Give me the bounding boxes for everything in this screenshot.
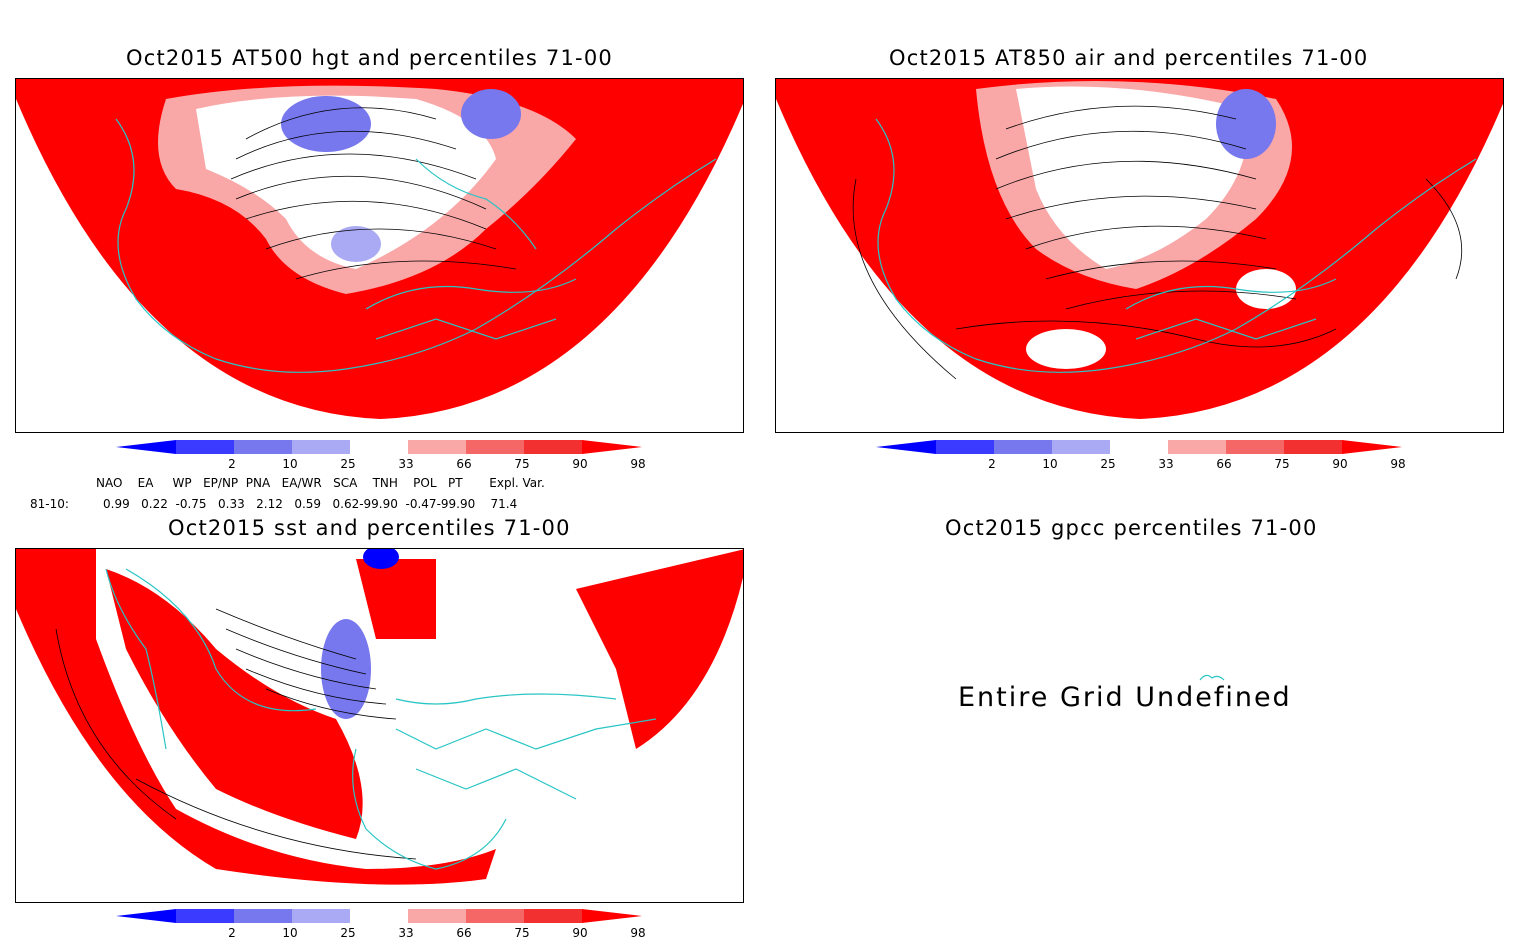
colorbar-tick-label: 25 [340, 926, 355, 939]
indices-row-label: 81-10: [30, 497, 69, 511]
colorbar-tick-label: 75 [514, 926, 529, 939]
colorbar-tick-label: 75 [514, 457, 529, 470]
colorbar-segment [176, 440, 234, 454]
colorbar-tick-label: 98 [630, 926, 645, 939]
colorbar-tick-label: 90 [1332, 457, 1347, 470]
colorbar-tick-label: 98 [1390, 457, 1405, 470]
colorbar-tick-label: 2 [228, 926, 236, 939]
colorbar-tick-label: 66 [1216, 457, 1231, 470]
colorbar-tick-label: 75 [1274, 457, 1289, 470]
indices-header: NAO EA WP EP/NP PNA EA/WR SCA TNH POL PT… [96, 476, 545, 490]
colorbar-segment [292, 909, 350, 923]
colorbar-segment [936, 440, 994, 454]
colorbar-hgt: 2 10 25 33 66 75 90 98 [116, 440, 646, 470]
colorbar-tick-label: 98 [630, 457, 645, 470]
colorbar-tick-label: 66 [456, 926, 471, 939]
colorbar-arrow-high [582, 440, 642, 454]
colorbar-segment [466, 909, 524, 923]
colorbar-segment [350, 440, 408, 454]
gpcc-undefined-message: Entire Grid Undefined [958, 682, 1292, 713]
colorbar-segment [524, 440, 582, 454]
colorbar-segment [234, 440, 292, 454]
colorbar-segment [1284, 440, 1342, 454]
colorbar-segment [234, 909, 292, 923]
colorbar-tick-label: 25 [1100, 457, 1115, 470]
colorbar-tick-label: 2 [988, 457, 996, 470]
colorbar-arrow-low [876, 440, 936, 454]
panel-sst-map [15, 548, 744, 903]
colorbar-tick-label: 90 [572, 457, 587, 470]
colorbar-tick-label: 10 [1042, 457, 1057, 470]
colorbar-segment [350, 909, 408, 923]
colorbar-tick-label: 10 [282, 926, 297, 939]
colorbar-segment [292, 440, 350, 454]
colorbar-segment [1052, 440, 1110, 454]
colorbar-segment [524, 909, 582, 923]
panel-hgt-map [15, 78, 744, 433]
colorbar-arrow-low [116, 440, 176, 454]
indices-row-values: 0.99 0.22 -0.75 0.33 2.12 0.59 0.62-99.9… [103, 497, 518, 511]
colorbar-tick-label: 25 [340, 457, 355, 470]
colorbar-tick-label: 2 [228, 457, 236, 470]
colorbar-segment [408, 440, 466, 454]
colorbar-tick-label: 33 [398, 926, 413, 939]
colorbar-sst: 2 10 25 33 66 75 90 98 [116, 909, 646, 939]
colorbar-segment [994, 440, 1052, 454]
panel-gpcc-title: Oct2015 gpcc percentiles 71-00 [945, 516, 1318, 540]
colorbar-segment [1110, 440, 1168, 454]
colorbar-arrow-high [1342, 440, 1402, 454]
panel-air-title: Oct2015 AT850 air and percentiles 71-00 [889, 46, 1369, 70]
colorbar-tick-label: 66 [456, 457, 471, 470]
colorbar-arrow-low [116, 909, 176, 923]
colorbar-segment [1168, 440, 1226, 454]
panel-hgt-title: Oct2015 AT500 hgt and percentiles 71-00 [126, 46, 613, 70]
panel-sst-title: Oct2015 sst and percentiles 71-00 [168, 516, 571, 540]
colorbar-air: 2 10 25 33 66 75 90 98 [876, 440, 1406, 470]
gpcc-island-glyph [1199, 674, 1225, 681]
colorbar-tick-label: 33 [1158, 457, 1173, 470]
colorbar-segment [1226, 440, 1284, 454]
colorbar-tick-label: 10 [282, 457, 297, 470]
colorbar-segment [408, 909, 466, 923]
colorbar-tick-label: 90 [572, 926, 587, 939]
colorbar-segment [176, 909, 234, 923]
panel-air-map [775, 78, 1504, 433]
colorbar-segment [466, 440, 524, 454]
colorbar-arrow-high [582, 909, 642, 923]
colorbar-tick-label: 33 [398, 457, 413, 470]
